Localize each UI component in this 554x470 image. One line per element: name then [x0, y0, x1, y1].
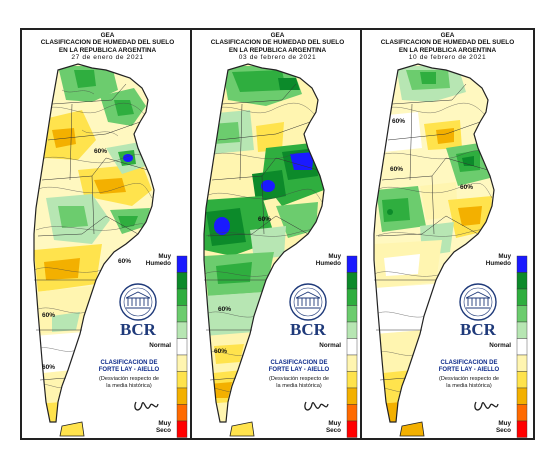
header-subtitle: EN LA REPUBLICA ARGENTINA	[398, 46, 497, 54]
classification-note: (Desviación respecto de la media históri…	[98, 376, 159, 389]
legend-muy-humedo: Muy Humedo	[145, 253, 171, 267]
legend-swatch	[346, 255, 358, 273]
header-date: 10 de febrero de 2021	[408, 54, 487, 62]
legend-swatch	[346, 272, 358, 290]
legend-swatch	[346, 371, 358, 389]
bcr-logo-text: BCR	[290, 320, 326, 339]
legend-swatch	[176, 338, 188, 356]
legend-swatch	[516, 354, 528, 372]
legend-swatch	[346, 404, 358, 422]
legend-normal: Normal	[149, 342, 171, 349]
legend-color-bar	[516, 255, 528, 438]
bcr-logo-icon	[119, 283, 157, 321]
legend-swatch	[176, 272, 188, 290]
header-subtitle: EN LA REPUBLICA ARGENTINA	[228, 46, 327, 54]
legend-swatch	[516, 272, 528, 290]
header-date: 03 de febrero de 2021	[238, 54, 317, 62]
contour-label: 60%	[42, 312, 56, 319]
legend-swatch	[346, 387, 358, 405]
legend-swatch	[176, 288, 188, 306]
legend-swatch	[516, 255, 528, 273]
contour-label: 60%	[118, 258, 132, 265]
legend-swatch	[516, 387, 528, 405]
argentina-map	[203, 63, 358, 438]
legend-swatch	[516, 371, 528, 389]
classification-note: (Desviación respecto de la media históri…	[268, 376, 329, 389]
classification-title: CLASIFICACION DE FORTE LAY - AIELLO	[438, 360, 500, 373]
signature-mark	[474, 401, 499, 411]
signature-mark	[134, 401, 159, 411]
legend-color-bar	[346, 255, 358, 438]
legend-swatch	[346, 321, 358, 339]
contour-label: 60%	[390, 166, 404, 173]
map-panel-03-febrero: GEA CLASIFICACION DE HUMEDAD DEL SUELO E…	[190, 28, 365, 440]
contour-label: 60%	[94, 148, 108, 155]
contour-label: 60%	[42, 364, 56, 371]
legend-normal: Normal	[489, 342, 511, 349]
legend-swatch	[516, 404, 528, 422]
bcr-logo-text: BCR	[120, 320, 156, 339]
legend-swatch	[346, 354, 358, 372]
legend-swatch	[516, 420, 528, 438]
contour-label: 60%	[214, 348, 228, 355]
header-gea: GEA	[100, 32, 115, 39]
legend-muy-seco: Muy Seco	[155, 420, 171, 434]
legend-swatch	[176, 420, 188, 438]
contour-label: 60%	[218, 306, 232, 313]
map-panel-27-enero: GEA CLASIFICACION DE HUMEDAD DEL SUELO E…	[20, 28, 195, 440]
map-panel-10-febrero: GEA CLASIFICACION DE HUMEDAD DEL SUELO E…	[360, 28, 535, 440]
legend-swatch	[516, 321, 528, 339]
legend-normal: Normal	[319, 342, 341, 349]
legend-swatch	[516, 305, 528, 323]
header-gea: GEA	[270, 32, 285, 39]
legend-swatch	[176, 321, 188, 339]
legend-swatch	[176, 371, 188, 389]
contour-label: 60%	[258, 216, 272, 223]
legend-swatch	[516, 338, 528, 356]
legend-swatch	[346, 288, 358, 306]
legend-swatch	[516, 288, 528, 306]
contour-label: 60%	[460, 184, 474, 191]
legend-muy-humedo: Muy Humedo	[485, 253, 511, 267]
map-header: GEA CLASIFICACION DE HUMEDAD DEL SUELO E…	[192, 32, 363, 62]
legend-muy-seco: Muy Seco	[325, 420, 341, 434]
signature-mark	[304, 401, 329, 411]
legend-swatch	[176, 354, 188, 372]
legend-color-bar	[176, 255, 188, 438]
header-gea: GEA	[440, 32, 455, 39]
classification-title: CLASIFICACION DE FORTE LAY - AIELLO	[268, 360, 330, 373]
argentina-map	[33, 63, 188, 438]
contour-label: 60%	[392, 118, 406, 125]
legend-swatch	[346, 305, 358, 323]
legend-muy-seco: Muy Seco	[495, 420, 511, 434]
legend-swatch	[176, 387, 188, 405]
header-title: CLASIFICACION DE HUMEDAD DEL SUELO	[380, 39, 515, 47]
bcr-logo-icon	[289, 283, 327, 321]
classification-note: (Desviación respecto de la media históri…	[438, 376, 499, 389]
header-title: CLASIFICACION DE HUMEDAD DEL SUELO	[210, 39, 345, 47]
header-date: 27 de enero de 2021	[71, 54, 144, 62]
classification-title: CLASIFICACION DE FORTE LAY - AIELLO	[98, 360, 160, 373]
map-header: GEA CLASIFICACION DE HUMEDAD DEL SUELO E…	[22, 32, 193, 62]
header-subtitle: EN LA REPUBLICA ARGENTINA	[58, 46, 157, 54]
map-header: GEA CLASIFICACION DE HUMEDAD DEL SUELO E…	[362, 32, 533, 62]
bcr-logo-text: BCR	[460, 320, 496, 339]
argentina-map	[373, 63, 528, 438]
legend-swatch	[346, 420, 358, 438]
legend-swatch	[346, 338, 358, 356]
legend-swatch	[176, 404, 188, 422]
legend-muy-humedo: Muy Humedo	[315, 253, 341, 267]
legend-swatch	[176, 305, 188, 323]
bcr-logo-icon	[459, 283, 497, 321]
header-title: CLASIFICACION DE HUMEDAD DEL SUELO	[40, 39, 175, 47]
legend-swatch	[176, 255, 188, 273]
